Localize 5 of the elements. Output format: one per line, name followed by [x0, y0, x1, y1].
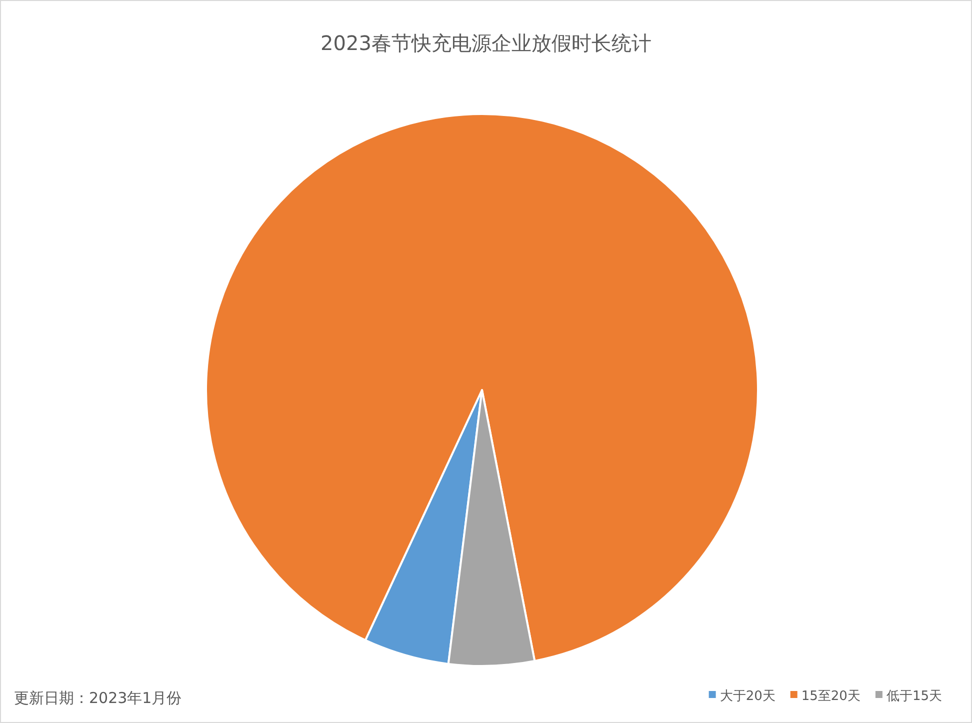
chart-title: 2023春节快充电源企业放假时长统计: [320, 31, 652, 55]
legend-label: 15至20天: [801, 689, 860, 704]
legend-label: 大于20天: [720, 689, 776, 704]
text: 更新日期：2023年1月份: [14, 689, 182, 707]
legend-label: 低于15天: [886, 689, 942, 704]
